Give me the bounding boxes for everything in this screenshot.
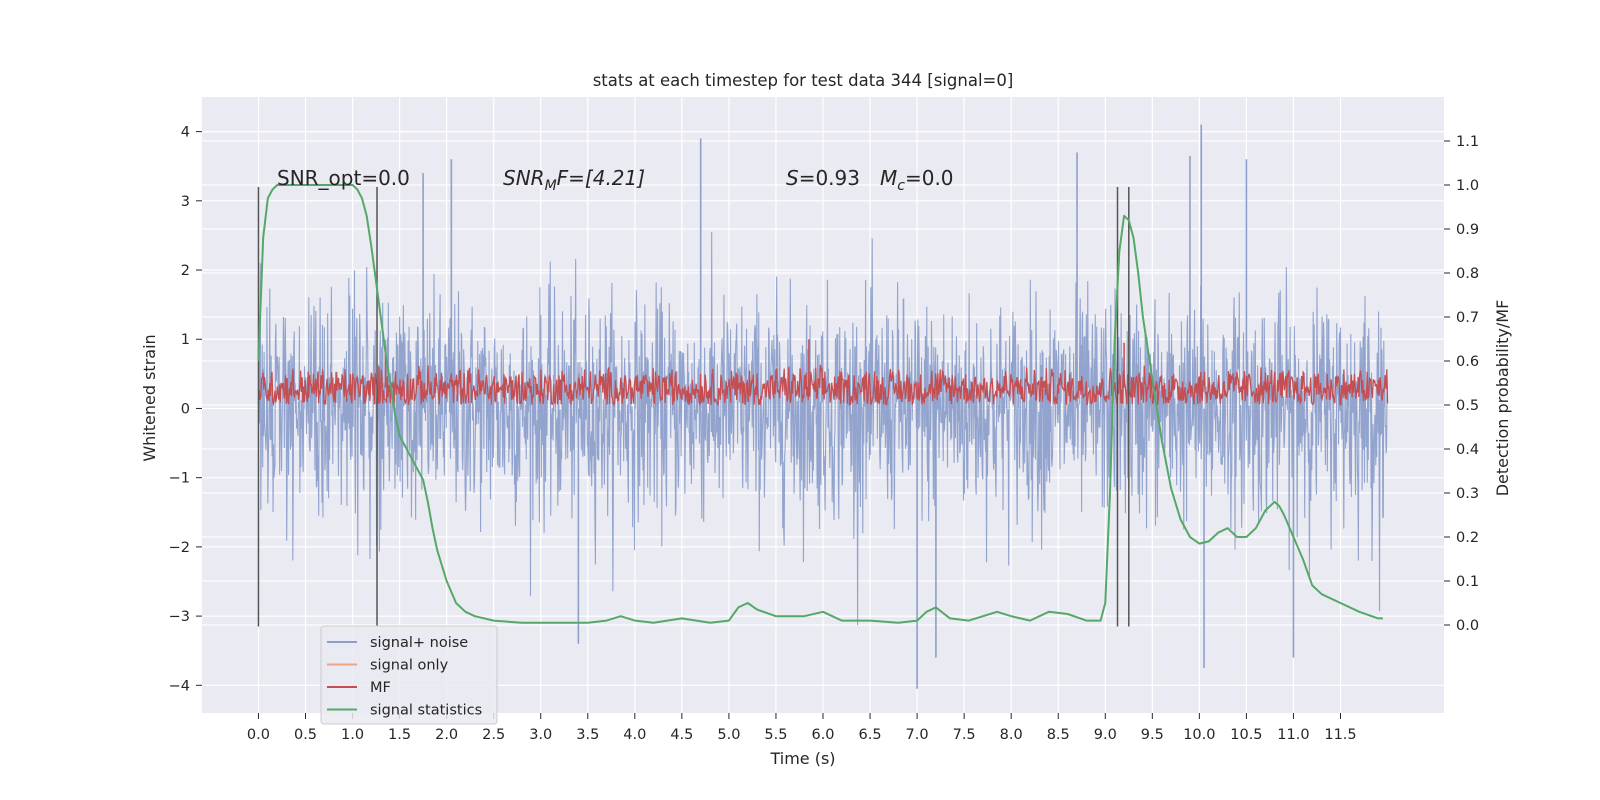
y-right-tick-label: 0.8	[1456, 266, 1479, 282]
y-axis-label: Whitened strain	[140, 334, 159, 461]
x-tick-label: 10.0	[1183, 727, 1215, 743]
snr-mf-subscript: M	[545, 178, 557, 194]
x-tick-label: 4.0	[623, 727, 646, 743]
s-value: =0.93	[799, 166, 860, 190]
y-right-tick-label: 0.7	[1456, 310, 1479, 326]
legend-box	[320, 625, 498, 725]
x-axis-label: Time (s)	[769, 749, 835, 768]
y-tick-label: 3	[181, 194, 190, 210]
series-mf	[257, 364, 1389, 407]
legend-label: MF	[370, 680, 391, 696]
y-right-tick-label: 0.5	[1456, 398, 1479, 414]
mc-subscript: c	[897, 178, 905, 194]
y-tick-label: 4	[181, 125, 190, 141]
x-tick-label: 2.5	[482, 727, 505, 743]
y-right-tick-label: 0.0	[1456, 618, 1479, 634]
y-axis-right-label: Detection probability/MF	[1493, 300, 1512, 497]
y-right-tick-label: 0.1	[1456, 574, 1479, 590]
x-axis: 0.0 0.5 1.0 1.5 2.0 2.5 3.0 3.5 4.0 4.5 5.0 5.5 6.0 6…	[247, 713, 1357, 743]
y-right-tick-label: 0.4	[1456, 442, 1479, 458]
y-tick-label: −4	[169, 678, 190, 694]
y-right-tick-label: 0.2	[1456, 530, 1479, 546]
x-tick-label: 5.0	[717, 727, 740, 743]
annotation-snr-mf: SNRMF=[4.21]	[503, 166, 645, 194]
x-tick-label: 7.0	[906, 727, 929, 743]
y-right-tick-label: 0.3	[1456, 486, 1479, 502]
x-tick-label: 1.0	[341, 727, 364, 743]
x-tick-label: 7.5	[953, 727, 976, 743]
y-right-tick-label: 1.0	[1456, 178, 1479, 194]
x-tick-label: 11.0	[1277, 727, 1309, 743]
y-tick-label: −3	[169, 609, 190, 625]
chart-title: stats at each timestep for test data 344…	[593, 71, 1014, 90]
y-right-tick-label: 1.1	[1456, 134, 1479, 150]
x-tick-label: 6.0	[811, 727, 834, 743]
x-tick-label: 2.0	[435, 727, 458, 743]
y-tick-label: 2	[181, 263, 190, 279]
y-axis-right: 0.0 0.1 0.2 0.3 0.4 0.5 0.6 0.7 0.8 0.9 1.0 1.1	[1444, 134, 1479, 634]
x-tick-label: 6.5	[859, 727, 882, 743]
x-tick-label: 10.5	[1230, 727, 1262, 743]
legend: signal+ noise signal only MF signal statist…	[320, 625, 498, 725]
series-signal-statistics	[257, 184, 1383, 624]
x-tick-label: 9.0	[1094, 727, 1117, 743]
legend-label: signal only	[370, 658, 449, 674]
y-tick-label: −2	[169, 540, 190, 556]
legend-label: signal+ noise	[370, 635, 468, 651]
x-tick-label: 4.5	[670, 727, 693, 743]
snr-mf-symbol: SNR	[503, 166, 545, 190]
mc-symbol: M	[880, 166, 897, 190]
y-right-tick-label: 0.6	[1456, 354, 1479, 370]
annotation-snr-opt: SNR_opt=0.0	[277, 166, 410, 190]
y-axis: −4 −3 −2 −1 0 1 2 3 4	[169, 125, 202, 694]
legend-label: signal statistics	[370, 703, 482, 719]
x-tick-label: 0.0	[247, 727, 270, 743]
x-tick-label: 9.5	[1141, 727, 1164, 743]
x-tick-label: 5.5	[764, 727, 787, 743]
series-signal-noise	[257, 231, 1389, 626]
x-tick-label: 11.5	[1324, 727, 1356, 743]
x-tick-label: 1.5	[388, 727, 411, 743]
s-symbol: S	[786, 166, 799, 190]
y-tick-label: 0	[181, 401, 190, 417]
annotation-s: S=0.93	[786, 166, 860, 190]
x-tick-label: 3.0	[529, 727, 552, 743]
snr-mf-rest: F=[4.21]	[557, 166, 645, 190]
y-tick-label: −1	[169, 471, 190, 487]
mc-value: =0.0	[905, 166, 954, 190]
y-right-tick-label: 0.9	[1456, 222, 1479, 238]
y-tick-label: 1	[181, 332, 190, 348]
x-tick-label: 0.5	[294, 727, 317, 743]
x-tick-label: 8.0	[1000, 727, 1023, 743]
x-tick-label: 3.5	[576, 727, 599, 743]
x-tick-label: 8.5	[1047, 727, 1070, 743]
annotation-mc: Mc=0.0	[880, 166, 954, 194]
plot-area: 0.0 0.5 1.0 1.5 2.0 2.5 3.0 3.5 4.0 4.5 5.0 5.5 6.0 6…	[169, 97, 1479, 743]
